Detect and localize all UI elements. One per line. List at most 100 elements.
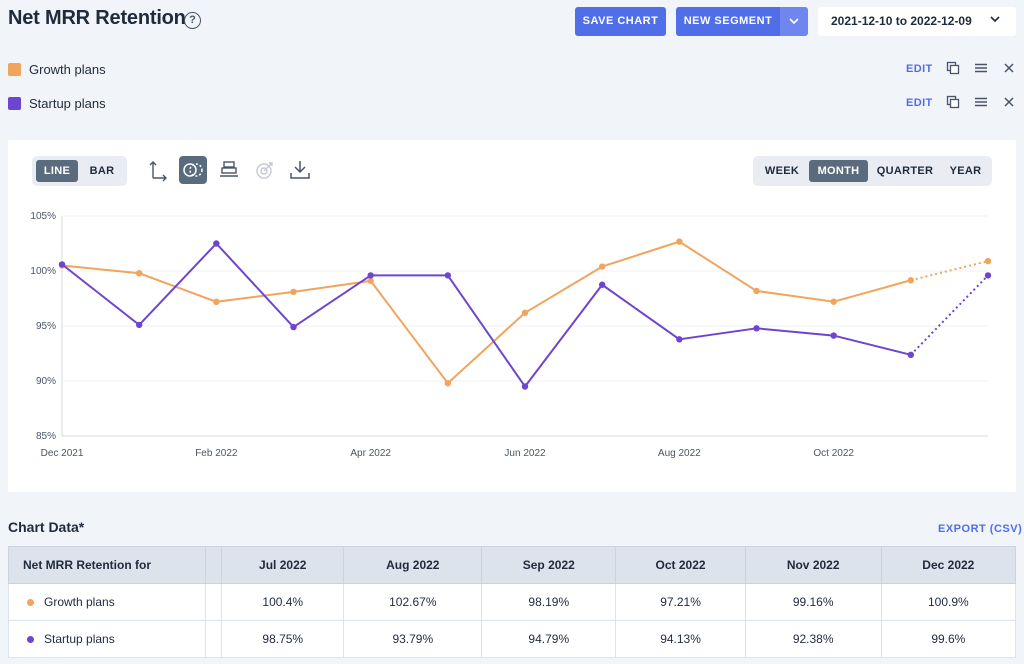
table-row-label: Growth plans	[8, 583, 206, 621]
segment-row: Growth plans EDIT	[0, 59, 1024, 81]
chart-card: LINE BAR WEEK MONTH QUARTER YEAR 105% 100…	[8, 140, 1016, 492]
data-point	[676, 336, 683, 343]
compare-icon	[183, 163, 203, 177]
table-header-month: Dec 2022	[880, 546, 1017, 584]
data-point	[213, 240, 220, 247]
data-point	[290, 323, 297, 331]
series-dot	[27, 599, 34, 607]
new-segment-button[interactable]: NEW SEGMENT	[676, 7, 780, 36]
menu-icon[interactable]	[974, 95, 988, 109]
data-point	[984, 257, 992, 265]
download-icon	[290, 161, 310, 179]
data-point	[521, 309, 529, 316]
x-tick-label: Feb 2022	[195, 448, 238, 459]
period-month[interactable]: MONTH	[809, 160, 868, 182]
new-segment-dropdown-button[interactable]	[780, 7, 808, 36]
chart-data-table: Net MRR Retention for Jul 2022 Aug 2022 …	[8, 546, 1017, 658]
save-chart-button[interactable]: SAVE CHART	[575, 7, 666, 36]
table-header-month: Aug 2022	[343, 546, 483, 584]
axis-tool[interactable]	[144, 156, 172, 184]
date-range-select[interactable]: 2021-12-10 to 2022-12-09	[818, 7, 1016, 36]
table-header-month: Jul 2022	[220, 546, 345, 584]
goal-icon	[256, 162, 273, 179]
x-tick-label: Dec 2021	[41, 448, 84, 459]
export-csv-link[interactable]: EXPORT (CSV)	[938, 523, 1023, 535]
series-dot	[27, 636, 34, 644]
period-year[interactable]: YEAR	[949, 165, 982, 177]
table-cell-spacer	[205, 583, 222, 621]
chart-type-line[interactable]: LINE	[36, 160, 78, 182]
duplicate-icon[interactable]	[946, 61, 960, 75]
data-point	[830, 298, 837, 305]
edit-segment-link[interactable]: EDIT	[906, 63, 933, 75]
period-week[interactable]: WEEK	[764, 165, 800, 177]
data-point	[907, 277, 915, 284]
menu-icon[interactable]	[974, 61, 988, 75]
stack-icon	[220, 161, 238, 177]
close-icon[interactable]	[1002, 95, 1016, 109]
y-tick-label: 85%	[36, 431, 56, 442]
segment-color-swatch	[8, 97, 21, 110]
table-cell: 94.79%	[481, 620, 617, 658]
line-chart: 105% 100% 95% 90% 85% Dec 2021 Feb 2022 Apr 202…	[30, 211, 992, 459]
table-cell: 94.13%	[615, 620, 746, 658]
data-point	[367, 272, 374, 279]
data-point	[598, 281, 606, 288]
table-header-month: Sep 2022	[481, 546, 617, 584]
chart-data-title: Chart Data*	[8, 519, 85, 535]
y-tick-label: 90%	[36, 376, 56, 387]
data-point	[135, 270, 143, 277]
series-line-projection	[910, 260, 989, 282]
segment-name: Startup plans	[29, 96, 106, 111]
series-line-projection	[910, 274, 989, 356]
download-tool[interactable]	[286, 156, 314, 184]
x-tick-label: Aug 2022	[658, 448, 701, 459]
date-range-value: 2021-12-10 to 2022-12-09	[831, 14, 972, 28]
table-cell: 99.6%	[880, 620, 1017, 658]
series-line	[61, 240, 912, 385]
segment-name: Growth plans	[29, 62, 106, 77]
data-point	[984, 272, 992, 279]
data-point	[213, 298, 220, 305]
data-point	[290, 288, 297, 296]
compare-tool[interactable]	[179, 156, 207, 184]
table-cell: 98.75%	[220, 620, 345, 658]
chart-type-bar[interactable]: BAR	[89, 165, 115, 177]
data-point	[598, 263, 606, 270]
stack-tool[interactable]	[215, 156, 243, 184]
period-quarter[interactable]: QUARTER	[876, 165, 934, 177]
table-cell-spacer	[205, 620, 222, 658]
x-tick-label: Jun 2022	[504, 448, 546, 459]
duplicate-icon[interactable]	[946, 95, 960, 109]
table-cell: 97.21%	[615, 583, 746, 621]
chart-type-toggle: LINE BAR	[32, 156, 127, 186]
close-icon[interactable]	[1002, 61, 1016, 75]
table-row-label: Startup plans	[8, 620, 206, 658]
data-point	[830, 332, 837, 339]
table-header-row: Net MRR Retention for Jul 2022 Aug 2022 …	[8, 546, 1017, 584]
axis-icon	[149, 161, 167, 182]
edit-segment-link[interactable]: EDIT	[906, 97, 933, 109]
segment-row: Startup plans EDIT	[0, 93, 1024, 115]
table-header-month: Oct 2022	[615, 546, 746, 584]
data-point	[676, 238, 683, 245]
y-tick-label: 105%	[30, 211, 56, 222]
table-cell: 92.38%	[744, 620, 882, 658]
data-point	[753, 325, 760, 332]
segment-color-swatch	[8, 63, 21, 76]
segment-name: Growth plans	[44, 595, 115, 609]
page-title: Net MRR Retention	[8, 7, 186, 29]
data-point	[753, 287, 760, 295]
data-point	[444, 380, 452, 387]
data-point	[521, 383, 529, 390]
help-icon[interactable]: ?	[184, 12, 201, 29]
data-point	[135, 321, 143, 329]
table-cell: 99.16%	[744, 583, 882, 621]
table-cell: 98.19%	[481, 583, 617, 621]
table-cell: 93.79%	[343, 620, 483, 658]
table-row: Startup plans 98.75% 93.79% 94.79% 94.13…	[8, 620, 1017, 658]
goal-tool[interactable]	[251, 156, 279, 184]
table-row: Growth plans 100.4% 102.67% 98.19% 97.21…	[8, 583, 1017, 621]
series-line	[61, 242, 912, 388]
period-toggle: WEEK MONTH QUARTER YEAR	[753, 156, 992, 186]
